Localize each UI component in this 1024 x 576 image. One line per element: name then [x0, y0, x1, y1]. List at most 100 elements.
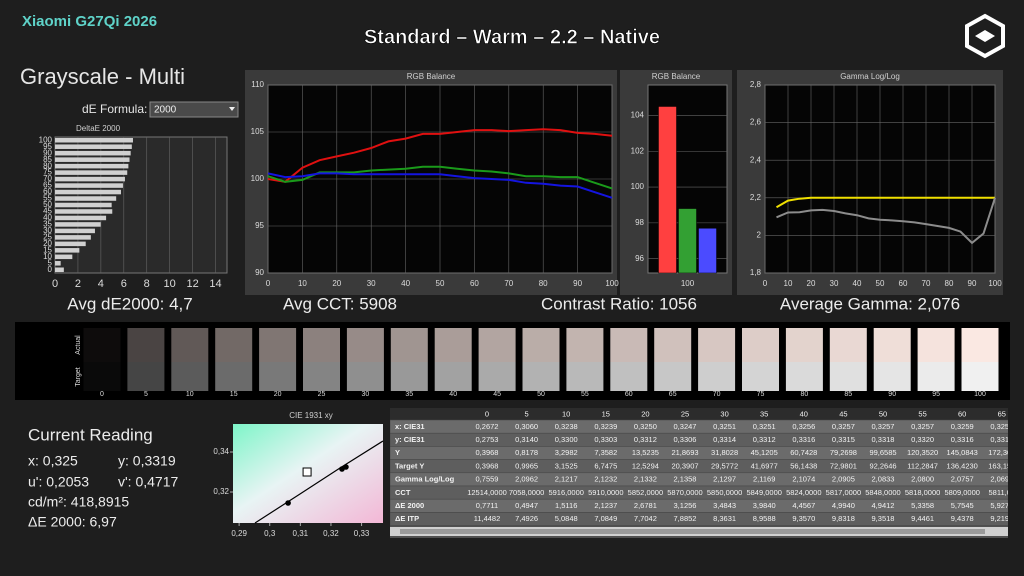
column-header: 55: [918, 409, 926, 418]
x-tick-label: 6: [121, 278, 127, 290]
x-tick-label: 14: [209, 278, 221, 290]
table-cell: 5849,0000: [746, 488, 781, 497]
column-header: 5: [525, 409, 529, 418]
swatch-actual: [873, 328, 911, 362]
swatch-target: [654, 362, 692, 391]
dropdown-arrow[interactable]: [229, 107, 235, 111]
y-tick-label: 98: [635, 218, 644, 227]
row-label: ΔE 2000: [395, 501, 424, 510]
swatch-actual: [654, 328, 692, 362]
swatch-actual: [961, 328, 999, 362]
y-tick-label: 2: [757, 231, 762, 240]
swatch-label: 95: [932, 391, 940, 398]
table-cell: 0,4947: [515, 501, 538, 510]
table-cell: 9,2192: [990, 514, 1013, 523]
table-cell: 20,3907: [671, 461, 698, 470]
y-tick-label: 1,8: [750, 268, 762, 277]
table-cell: 0,3257: [911, 422, 934, 431]
swatch-target: [742, 362, 779, 391]
column-header: 40: [800, 409, 808, 418]
swatch-target: [434, 362, 472, 391]
table-cell: 0,3968: [476, 461, 499, 470]
data-table: 0 5 10 15 20 25 30 35 40 45 50 55 60 65 x: CIE31 0,2672…: [390, 408, 1015, 538]
x-tick-label: 20: [807, 279, 816, 288]
swatch-label: 55: [581, 391, 589, 398]
row-label: y: CIE31: [395, 435, 425, 444]
formula-dropdown[interactable]: 2000: [149, 101, 239, 118]
bar: [55, 215, 107, 221]
table-cell: 3,9840: [753, 501, 776, 510]
row-label: ΔE ITP: [395, 514, 419, 523]
bar: [55, 241, 86, 247]
bar: [55, 261, 61, 266]
dropdown-box[interactable]: [149, 101, 239, 118]
table-cell: 4,9412: [872, 501, 895, 510]
table-cell: 1,5116: [555, 501, 577, 510]
table-cell: 5818,0000: [905, 488, 940, 497]
y-tick-label: 2,2: [750, 193, 762, 202]
x-tick-label: 60: [470, 279, 479, 288]
table-cell: 0,3968: [476, 448, 499, 457]
logo: [965, 13, 1005, 59]
x-tick-label: 60: [899, 279, 908, 288]
table-cell: 9,4461: [911, 514, 934, 523]
x-tick-label: 0: [52, 278, 58, 290]
column-header: 45: [839, 409, 847, 418]
bar: [55, 202, 112, 208]
y-category-label: 70: [43, 174, 52, 183]
table-cell: 120,3520: [907, 448, 938, 457]
scrollbar-thumb: [400, 529, 985, 534]
bar: [55, 170, 128, 175]
table-cell: 2,1297: [713, 475, 736, 484]
column-header: 35: [760, 409, 768, 418]
x-tick-label: 90: [968, 279, 977, 288]
swatch-actual: [478, 328, 516, 362]
y-tick-label: 0,34: [213, 447, 229, 456]
table-cell: 5824,0000: [786, 488, 821, 497]
dropdown-value[interactable]: 2000: [154, 105, 177, 116]
table-cell: 6,7475: [594, 461, 617, 470]
table-cell: 72,9801: [830, 461, 857, 470]
x-tick-label: 0,33: [354, 529, 370, 538]
table-cell: 2,0800: [911, 475, 934, 484]
swatch-label: 25: [318, 391, 326, 398]
table-header: [390, 408, 1008, 420]
swatch-label: 5: [144, 391, 148, 398]
swatch-target: [346, 362, 384, 391]
logo-core: [975, 30, 995, 42]
table-cell: 2,0962: [515, 475, 538, 484]
chart-title: RGB Balance: [407, 72, 456, 81]
table-cell: 11,4482: [474, 514, 501, 523]
reading-line: v': 0,4717: [118, 474, 178, 490]
table-cell: 172,306: [988, 448, 1015, 457]
x-tick-label: 10: [164, 278, 176, 290]
x-tick-label: 12: [186, 278, 198, 290]
swatch-target: [303, 362, 340, 391]
y-tick-label: 95: [255, 221, 264, 230]
table-cell: 0,3306: [674, 435, 697, 444]
reading-line: ΔE 2000: 6,97: [28, 514, 117, 530]
x-tick-label: 50: [436, 279, 445, 288]
table-cell: 0,3239: [594, 422, 617, 431]
swatch-actual: [434, 328, 472, 362]
table-cell: 0,3257: [872, 422, 895, 431]
x-tick-label: 2: [75, 278, 81, 290]
swatch-label: 45: [493, 391, 501, 398]
table-cell: 0,3259: [951, 422, 974, 431]
table-cell: 4,9940: [832, 501, 855, 510]
x-tick-label: 0,29: [231, 529, 247, 538]
table-cell: 9,3570: [792, 514, 815, 523]
swatch-actual: [522, 328, 560, 362]
table-cell: 0,3238: [555, 422, 578, 431]
target-point: [302, 467, 312, 477]
swatch-target: [522, 362, 560, 391]
swatch-actual: [785, 328, 823, 362]
swatch-target: [83, 362, 121, 391]
reading-line: cd/m²: 418,8915: [28, 494, 129, 510]
y-tick-label: 104: [631, 111, 645, 120]
table-cell: 5916,0000: [548, 488, 583, 497]
table-cell: 2,0833: [872, 475, 895, 484]
y-tick-label: 110: [251, 80, 264, 89]
chart-caption: Contrast Ratio: 1056: [541, 294, 697, 313]
column-header: 65: [998, 409, 1006, 418]
